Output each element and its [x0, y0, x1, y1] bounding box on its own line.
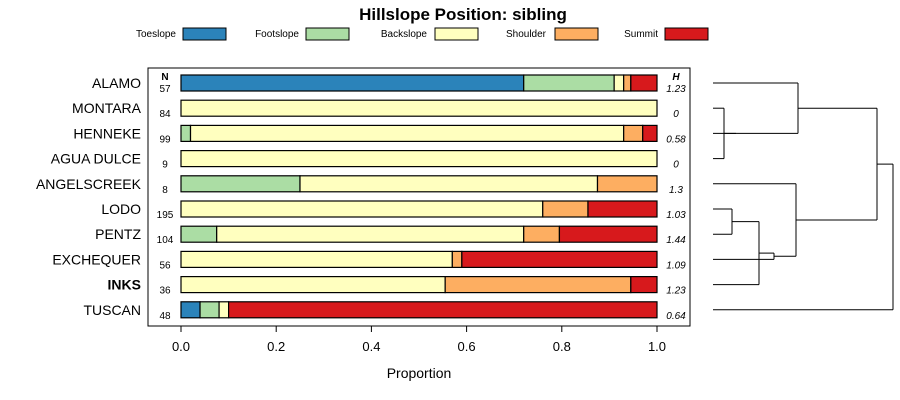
x-tick-label: 0.0 — [172, 339, 190, 354]
h-value-henneke: 0.58 — [666, 134, 686, 145]
bar-exchequer-shoulder — [451, 250, 463, 268]
bar-angelscreek-backslope — [299, 175, 599, 193]
row-label-agua-dulce: AGUA DULCE — [51, 151, 141, 167]
h-column-header: H — [672, 72, 680, 83]
n-column-header: N — [161, 72, 168, 83]
legend-label-backslope: Backslope — [381, 29, 428, 40]
legend-label-toeslope: Toeslope — [136, 29, 176, 40]
bar-lodo-shoulder — [542, 200, 589, 218]
bar-inks-shoulder — [444, 276, 632, 294]
bar-angelscreek-footslope — [180, 175, 301, 193]
n-value-pentz: 104 — [157, 235, 174, 246]
h-value-exchequer: 1.09 — [666, 260, 686, 271]
legend-swatch-backslope — [434, 27, 479, 41]
h-value-inks: 1.23 — [666, 286, 686, 297]
n-value-agua-dulce: 9 — [162, 160, 168, 171]
x-tick-label: 0.6 — [458, 339, 476, 354]
row-label-exchequer: EXCHEQUER — [52, 251, 141, 267]
bar-alamo-shoulder — [623, 74, 632, 92]
x-axis-label: Proportion — [387, 365, 452, 381]
legend-label-shoulder: Shoulder — [506, 29, 547, 40]
legend-swatch-footslope — [305, 27, 350, 41]
n-value-lodo: 195 — [157, 210, 174, 221]
legend-label-summit: Summit — [624, 29, 658, 40]
bar-exchequer-summit — [461, 250, 658, 268]
legend-swatch-summit — [664, 27, 709, 41]
n-value-tuscan: 48 — [159, 311, 171, 322]
h-value-lodo: 1.03 — [666, 210, 686, 221]
plot-frame — [147, 67, 691, 327]
bar-henneke-shoulder — [623, 124, 644, 143]
x-tick-label: 1.0 — [648, 339, 666, 354]
dendrogram — [713, 82, 894, 311]
bar-alamo-summit — [630, 74, 658, 92]
bar-inks-backslope — [180, 276, 446, 294]
chart-title: Hillslope Position: sibling — [359, 5, 567, 24]
legend: Toeslope Footslope Backslope Shoulder Summit — [136, 27, 709, 41]
n-value-exchequer: 56 — [159, 260, 171, 271]
row-label-lodo: LODO — [101, 201, 141, 217]
h-value-pentz: 1.44 — [666, 235, 686, 246]
bar-henneke-footslope — [180, 124, 192, 143]
row-label-henneke: HENNEKE — [73, 125, 141, 141]
h-value-tuscan: 0.64 — [666, 311, 686, 322]
bar-tuscan-summit — [228, 301, 658, 319]
legend-swatch-shoulder — [554, 27, 599, 41]
bar-alamo-footslope — [523, 74, 615, 92]
bar-alamo-backslope — [613, 74, 625, 92]
h-value-agua-dulce: 0 — [673, 160, 679, 171]
h-value-montara: 0 — [673, 109, 679, 120]
row-label-angelscreek: ANGELSCREEK — [36, 176, 142, 192]
bar-tuscan-toeslope — [180, 301, 201, 319]
bar-exchequer-backslope — [180, 250, 453, 268]
n-value-inks: 36 — [159, 286, 171, 297]
legend-swatch-toeslope — [182, 27, 227, 41]
row-label-inks: INKS — [108, 277, 141, 293]
x-tick-label: 0.2 — [267, 339, 285, 354]
bar-lodo-backslope — [180, 200, 544, 218]
x-axis: 0.0 0.2 0.4 0.6 0.8 1.0 — [172, 326, 666, 354]
n-value-angelscreek: 8 — [162, 185, 168, 196]
n-value-montara: 84 — [159, 109, 171, 120]
row-label-alamo: ALAMO — [92, 75, 141, 91]
bar-montara-backslope — [180, 99, 658, 117]
bar-tuscan-footslope — [199, 301, 220, 319]
n-value-alamo: 57 — [159, 84, 171, 95]
bar-alamo-toeslope — [180, 74, 525, 92]
bar-pentz-shoulder — [523, 225, 561, 243]
row-label-montara: MONTARA — [72, 100, 142, 116]
row-label-pentz: PENTZ — [95, 226, 141, 242]
bar-tuscan-backslope — [218, 301, 230, 319]
bar-henneke-backslope — [189, 124, 625, 143]
bar-inks-summit — [630, 276, 658, 294]
n-value-henneke: 99 — [159, 134, 171, 145]
legend-label-footslope: Footslope — [255, 29, 299, 40]
x-tick-label: 0.8 — [553, 339, 571, 354]
bar-henneke-summit — [642, 124, 658, 143]
bar-agua-dulce-backslope — [180, 150, 658, 168]
row-label-tuscan: TUSCAN — [83, 302, 141, 318]
rows: ALAMO 57 1.23 MONTARA 84 0 HENNEKE 99 0.58 AGUA D… — [36, 74, 686, 322]
x-tick-label: 0.4 — [362, 339, 380, 354]
h-value-angelscreek: 1.3 — [669, 185, 683, 196]
bar-lodo-summit — [587, 200, 658, 218]
h-value-alamo: 1.23 — [666, 84, 686, 95]
bar-pentz-summit — [558, 225, 658, 243]
bar-angelscreek-shoulder — [596, 175, 658, 193]
bar-pentz-footslope — [180, 225, 218, 243]
bar-pentz-backslope — [216, 225, 525, 243]
